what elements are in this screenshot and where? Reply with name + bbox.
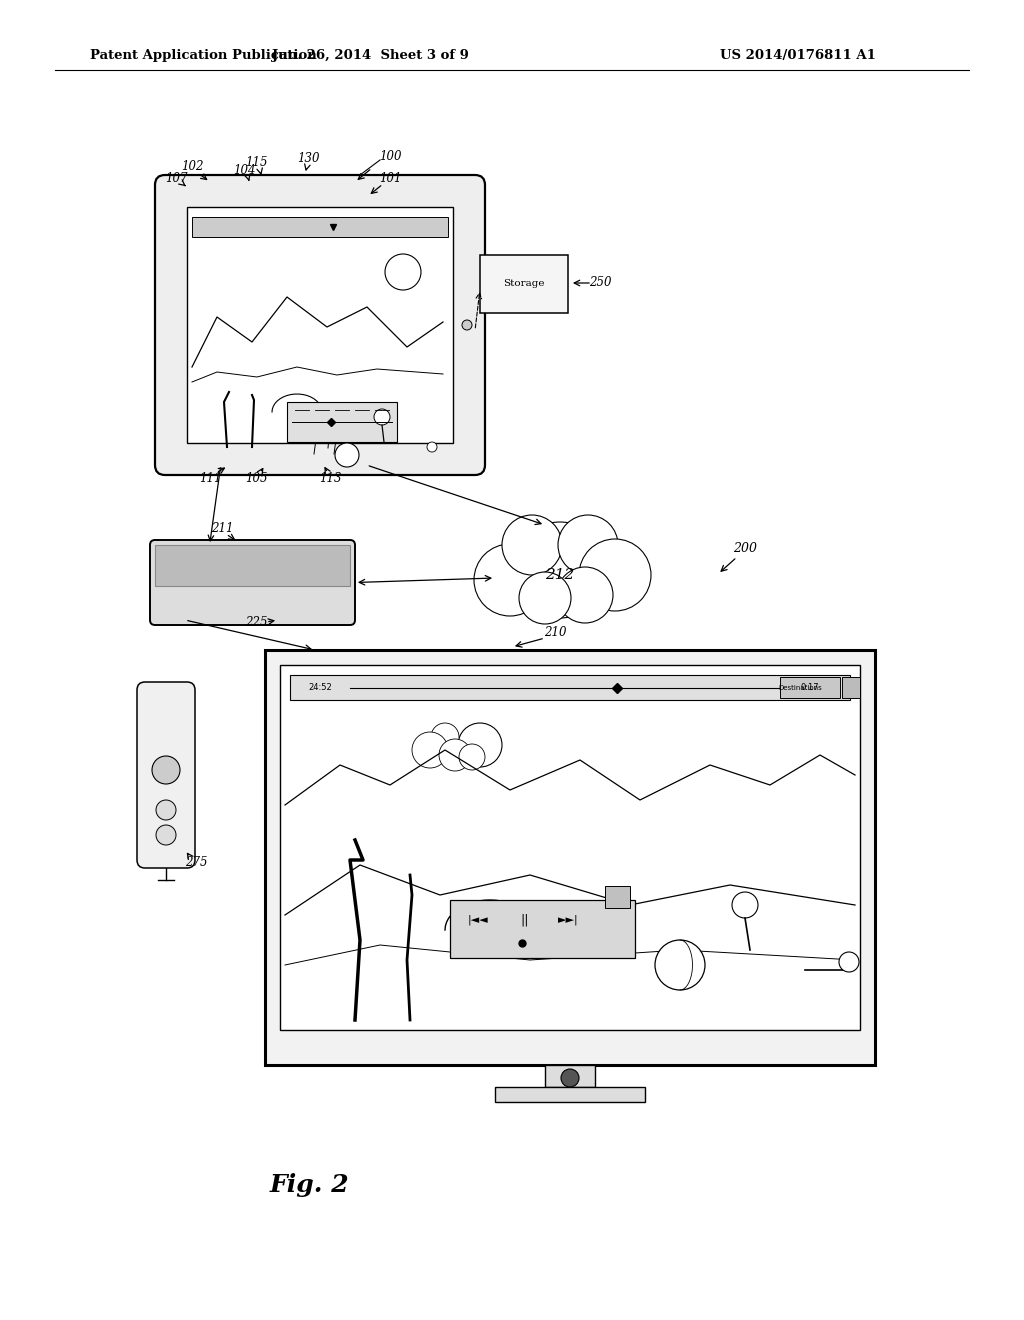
Circle shape [152,756,180,784]
Text: ►►|: ►►| [558,915,579,925]
Text: 113: 113 [318,471,341,484]
Text: 115: 115 [245,156,267,169]
Text: 24:52: 24:52 [308,682,332,692]
Text: Patent Application Publication: Patent Application Publication [90,49,316,62]
Bar [187,207,453,444]
Text: |◄◄: |◄◄ [468,915,488,925]
Bar [193,216,449,238]
Text: Storage: Storage [503,280,545,289]
Bar [780,677,840,698]
Text: 102: 102 [181,161,203,173]
Circle shape [427,442,437,451]
Circle shape [439,739,471,771]
Circle shape [519,572,571,624]
FancyBboxPatch shape [155,176,485,475]
Bar [265,649,874,1065]
Text: 120: 120 [389,248,412,261]
Circle shape [561,1069,579,1086]
Text: 111: 111 [199,471,221,484]
Circle shape [839,952,859,972]
Text: 202: 202 [280,576,303,589]
Circle shape [459,744,485,770]
Bar [287,403,397,442]
FancyBboxPatch shape [150,540,355,624]
Text: 210: 210 [544,627,566,639]
Circle shape [458,723,502,767]
Circle shape [512,521,608,618]
Bar [155,545,350,586]
Text: 275: 275 [184,855,207,869]
Bar [280,665,860,1030]
Circle shape [502,515,562,576]
Circle shape [335,444,359,467]
Text: 103: 103 [389,268,412,281]
Text: 104: 104 [232,164,255,177]
Text: Fig. 2: Fig. 2 [270,1173,349,1197]
Text: 0:17: 0:17 [801,682,819,692]
Text: 105: 105 [245,471,267,484]
Bar [480,255,568,313]
Text: Jun. 26, 2014  Sheet 3 of 9: Jun. 26, 2014 Sheet 3 of 9 [271,49,468,62]
Circle shape [558,515,618,576]
Circle shape [156,800,176,820]
Circle shape [385,253,421,290]
Text: ||: || [521,913,529,927]
Circle shape [156,825,176,845]
Circle shape [374,409,390,425]
Circle shape [579,539,651,611]
Text: 107: 107 [165,173,187,186]
Bar [842,677,860,698]
Text: 101: 101 [379,172,401,185]
Text: 100: 100 [379,150,401,164]
Text: 250: 250 [589,276,611,289]
Text: 212: 212 [546,568,574,582]
Bar [545,1065,595,1086]
Text: 200: 200 [733,541,757,554]
Text: 130: 130 [297,152,319,165]
Text: 225: 225 [245,615,267,628]
Circle shape [557,568,613,623]
Circle shape [655,940,705,990]
Circle shape [431,723,459,751]
Bar [495,1086,645,1102]
Bar [290,675,850,700]
Circle shape [474,544,546,616]
Text: 108: 108 [389,289,412,301]
Bar [450,900,635,958]
Text: Destinations: Destinations [778,685,822,690]
Circle shape [462,319,472,330]
Bar [605,886,630,908]
Circle shape [412,733,449,768]
Circle shape [732,892,758,917]
Text: 211: 211 [211,521,233,535]
Text: US 2014/0176811 A1: US 2014/0176811 A1 [720,49,876,62]
FancyBboxPatch shape [137,682,195,869]
